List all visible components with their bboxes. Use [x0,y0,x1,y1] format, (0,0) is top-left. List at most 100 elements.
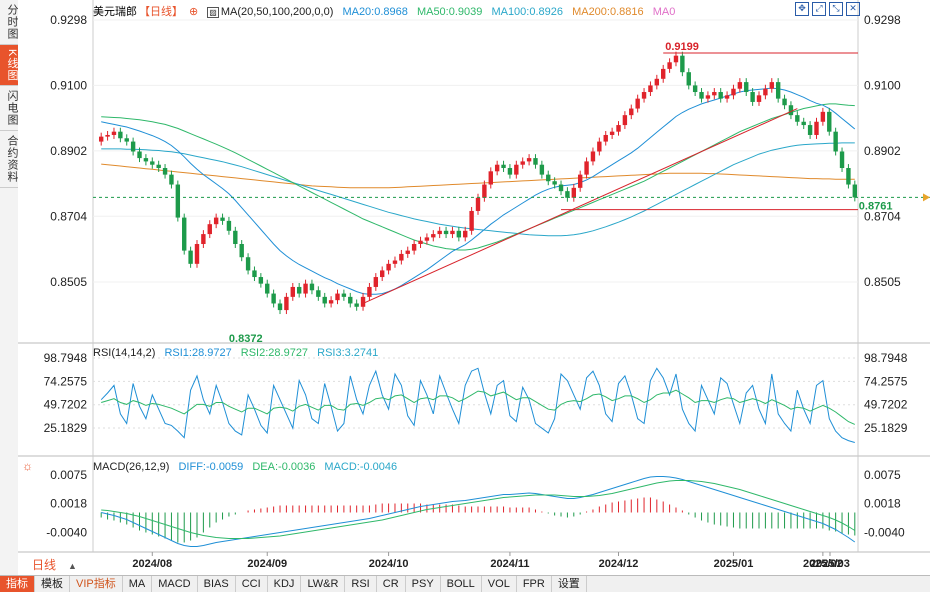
toolbar-item-3[interactable]: MA [123,576,153,592]
candle-body [169,174,174,185]
candle-body [577,174,583,188]
candle-body [431,234,436,238]
period-button[interactable]: 日线 ▲ [18,557,90,574]
candle-body [603,134,608,142]
rsi-y-tick-right-0: 98.7948 [864,351,908,365]
sun-icon[interactable]: ☼ [22,459,33,473]
toolbar-item-0[interactable]: 指标 [0,576,35,592]
expand-icon[interactable]: ✥ [795,2,809,16]
candle-body [737,82,743,89]
macd-legend: MACD(26,12,9) DIFF:-0.0059 DEA:-0.0036 M… [93,461,403,473]
candle-body [635,98,640,109]
candle-body [201,234,206,245]
candle-body [731,88,736,96]
toolbar-item-6[interactable]: CCI [236,576,268,592]
candle-body [571,187,576,198]
rsi-y-tick-right-3: 25.1829 [864,421,908,435]
candle-body [763,88,768,96]
x-tick-label-3: 2024/11 [490,558,529,570]
main-y-tick-right-4: 0.8505 [864,275,901,289]
candle-body [418,240,423,245]
candle-body [712,92,717,96]
diff-value: DIFF:-0.0059 [178,461,244,473]
toolbar-item-12[interactable]: BOLL [441,576,482,592]
toolbar-item-4[interactable]: MACD [152,576,198,592]
candle-body [162,168,168,175]
toolbar-item-8[interactable]: LW&R [301,576,346,592]
candle-body [539,164,545,175]
trendline-support [362,108,798,304]
candle-body [584,161,589,175]
rsi-legend: RSI(14,14,2) RSI1:28.9727 RSI2:28.9727 R… [93,347,384,359]
ma100-value: MA100:0.8926 [491,6,563,18]
toolbar-item-2[interactable]: VIP指标 [70,576,123,592]
tab-contract-info[interactable]: 合约资料 [0,131,18,189]
candle-body [782,98,787,106]
macd-y-tick-right-2: -0.0040 [864,526,905,540]
candle-body [469,210,474,231]
dea-value: DEA:-0.0036 [252,461,316,473]
link-icon[interactable]: ⤢ [812,2,826,16]
candle-body [111,131,117,135]
rsi2-value: RSI2:28.9727 [240,347,309,359]
toolbar-item-13[interactable]: VOL [482,576,517,592]
x-tick-label-6: 2025/02 [803,558,843,570]
candle-body [296,286,302,294]
candle-body [348,296,353,304]
toolbar-item-10[interactable]: CR [377,576,406,592]
candle-body [482,184,487,198]
candle-body [411,244,417,251]
candle-body [463,230,468,238]
shrink-icon[interactable]: ⤡ [829,2,843,16]
candle-body [686,72,691,86]
toolbar-item-1[interactable]: 模板 [35,576,70,592]
main-y-tick-right-3: 0.8704 [864,209,901,223]
ma200-line [101,163,855,189]
tab-timeshare[interactable]: 分时图 [0,0,18,45]
candle-body [182,217,187,251]
dea-line [101,480,856,539]
toolbar-item-5[interactable]: BIAS [198,576,236,592]
toolbar-item-7[interactable]: KDJ [268,576,302,592]
left-sidebar: 分时图 K线图 闪电图 合约资料 [0,0,19,575]
candle-body [756,95,762,102]
close-icon[interactable]: ✕ [846,2,860,16]
candle-body [616,125,621,132]
candle-body [130,141,136,152]
x-tick-label-5: 2025/01 [714,558,754,570]
rsi-y-tick-left-0: 98.7948 [44,351,88,365]
candle-body [322,296,327,304]
chart-background [18,0,930,575]
main-y-tick-left-4: 0.8505 [50,275,87,289]
toolbar-item-11[interactable]: PSY [406,576,441,592]
candle-body [424,237,430,241]
candle-body [392,260,398,264]
candle-body [373,277,379,287]
candle-body [846,168,851,185]
chart-area[interactable]: 0.9298 0.9298 0.9100 0.9100 0.8902 0.8902 0.87… [18,0,930,575]
settings-icon[interactable]: ⊕ [189,6,199,18]
x-tick-label-4: 2024/12 [599,558,639,570]
candle-body [788,105,794,116]
candle-body [744,82,749,93]
tab-flash[interactable]: 闪电图 [0,86,18,132]
tab-kline[interactable]: K线图 [0,45,18,87]
main-y-tick-left-2: 0.8902 [50,144,87,158]
candle-body [558,184,564,192]
indicator-toolbar: 指标 模板 VIP指标 MA MACD BIAS CCI KDJ LW&R RSI CR PSY BOL… [0,575,930,592]
candle-body [501,164,506,169]
toolbar-item-15[interactable]: 设置 [552,576,587,592]
candle-body [641,92,647,99]
candle-body [546,174,551,182]
toolbar-item-14[interactable]: FPR [517,576,552,592]
candle-body [565,191,570,198]
candle-body [207,224,212,235]
toolbar-item-9[interactable]: RSI [345,576,377,592]
ma-settings-icon[interactable]: ▨ [207,7,219,18]
candle-body [514,164,519,175]
candle-body [105,134,110,137]
candle-body [367,286,372,297]
macd-y-tick-left-2: -0.0040 [46,526,87,540]
candle-body [450,230,455,235]
last-price-marker [923,193,930,202]
